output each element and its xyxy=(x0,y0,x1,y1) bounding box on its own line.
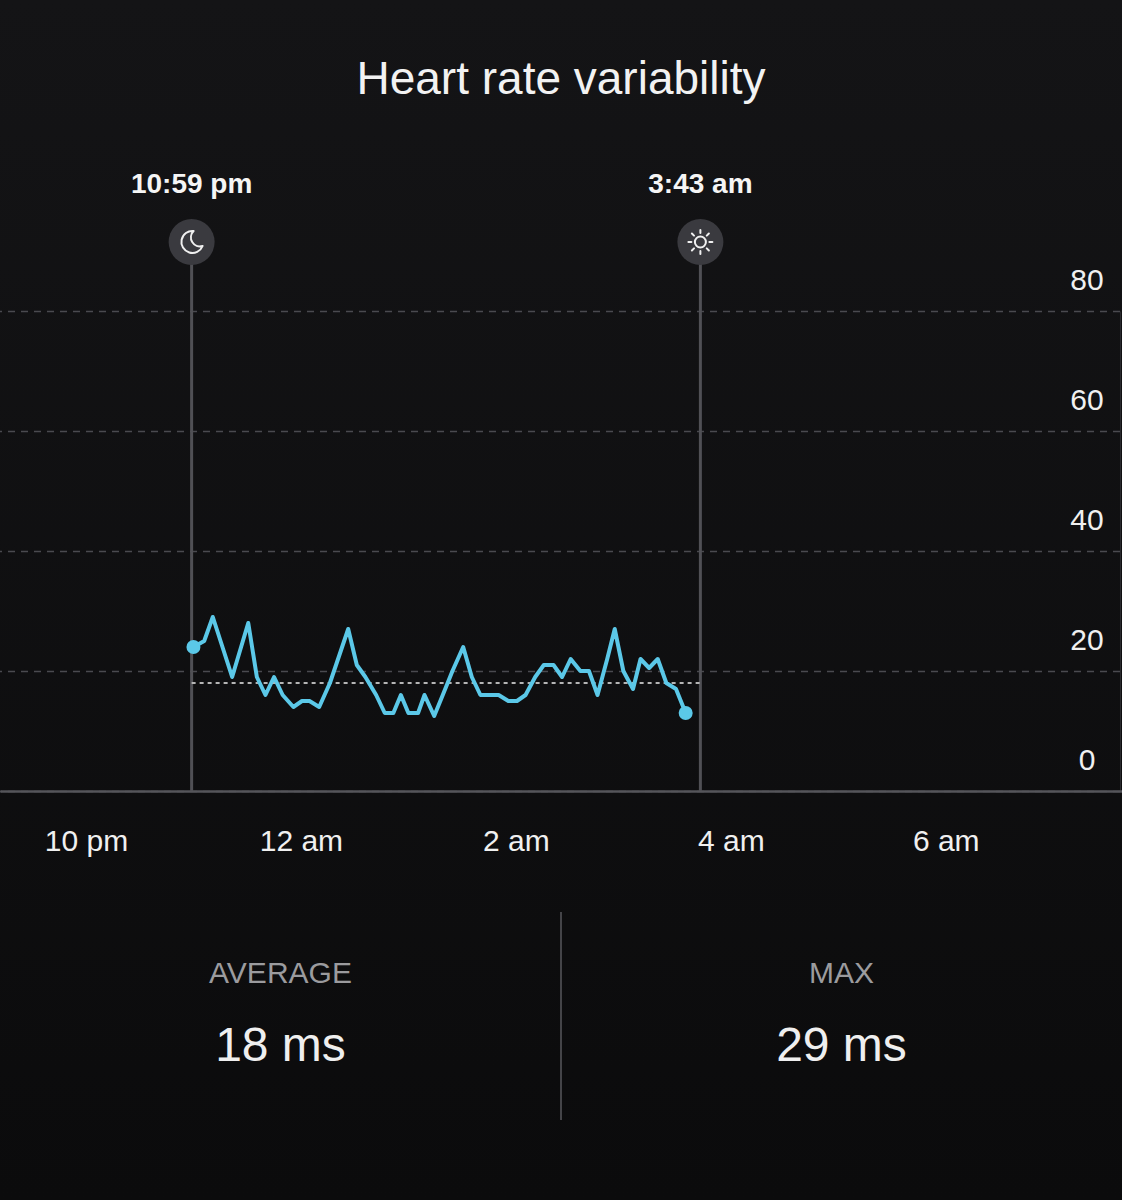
endpoint-marker xyxy=(186,640,200,654)
y-tick: 0 xyxy=(0,743,1120,792)
y-tick-label: 0 xyxy=(1079,743,1096,776)
y-tick-label: 20 xyxy=(1070,623,1103,656)
sun-ray xyxy=(709,241,712,243)
x-tick: 4 am xyxy=(698,791,765,857)
marker-icon xyxy=(181,231,202,253)
x-tick-label: 10 pm xyxy=(45,824,128,857)
marker-label: 3:43 am xyxy=(648,168,752,199)
sun-ray xyxy=(707,234,709,236)
sleep-marker: 10:59 pm xyxy=(131,168,252,791)
marker-line xyxy=(190,262,193,791)
chart: Heart rate variability 0 20 40 60 80 10 pm 12 a… xyxy=(0,0,1122,1200)
stat-value: 29 ms xyxy=(776,1018,907,1071)
marker-icon-bg xyxy=(169,219,215,265)
x-tick: 12 am xyxy=(260,791,343,857)
sleep-marker: 3:43 am xyxy=(648,168,752,791)
x-tick-label: 6 am xyxy=(913,824,980,857)
x-tick: 2 am xyxy=(483,791,550,857)
x-tick-label: 12 am xyxy=(260,824,343,857)
x-tick-label: 4 am xyxy=(698,824,765,857)
y-tick-label: 60 xyxy=(1070,383,1103,416)
background xyxy=(0,0,1122,1200)
title: Heart rate variability xyxy=(356,52,765,104)
y-axis: 0 20 40 60 80 xyxy=(0,263,1121,792)
sun-ray xyxy=(699,251,701,254)
grid-line xyxy=(0,431,1120,433)
stat-value: 18 ms xyxy=(215,1018,346,1071)
x-axis: 10 pm 12 am 2 am 4 am 6 am xyxy=(1,791,1122,857)
y-tick-label: 80 xyxy=(1070,263,1103,296)
x-axis-line xyxy=(1,790,1122,793)
grid-line xyxy=(0,551,1120,553)
y-tick: 60 xyxy=(0,383,1120,432)
stat-label: AVERAGE xyxy=(209,956,352,989)
annotations: 10:59 pm 3:43 am xyxy=(131,168,753,791)
marker-label: 10:59 pm xyxy=(131,168,252,199)
hrv-line xyxy=(193,617,685,716)
marker-icon xyxy=(688,230,712,254)
stats-divider xyxy=(560,912,562,1120)
plot-area xyxy=(186,617,700,720)
y-tick: 40 xyxy=(0,503,1120,552)
sun-ray xyxy=(707,248,709,250)
sun-ray xyxy=(692,234,694,236)
x-tick: 10 pm xyxy=(45,791,128,857)
y-tick-label: 40 xyxy=(1070,503,1103,536)
sun-ray xyxy=(688,241,691,243)
y-tick: 80 xyxy=(0,263,1120,312)
x-tick: 6 am xyxy=(913,791,980,857)
sun-ray xyxy=(699,230,701,233)
moon-icon xyxy=(181,231,202,253)
grid-line xyxy=(0,311,1120,313)
marker-icon-bg xyxy=(677,219,723,265)
sun-icon xyxy=(695,237,706,248)
stats: AVERAGE 18 ms MAX 29 ms xyxy=(209,912,907,1120)
endpoint-marker xyxy=(679,706,693,720)
y-tick: 20 xyxy=(0,623,1120,672)
y-axis-line xyxy=(1120,312,1121,792)
x-tick-label: 2 am xyxy=(483,824,550,857)
sun-ray xyxy=(692,248,694,250)
stat-label: MAX xyxy=(809,956,874,989)
marker-line xyxy=(699,262,702,791)
